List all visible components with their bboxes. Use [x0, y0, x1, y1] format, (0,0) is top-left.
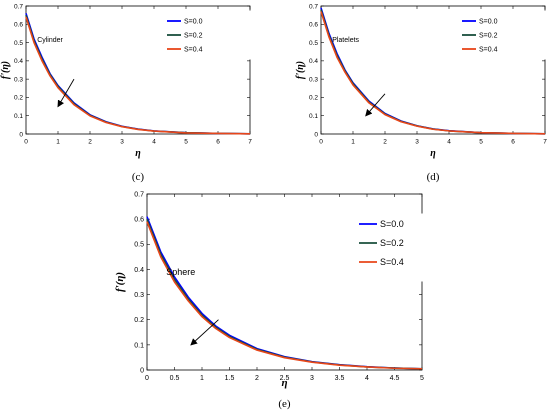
y-tick-label: 0.7 — [309, 3, 318, 10]
x-tick-label: 1 — [56, 139, 60, 146]
legend-label: S=0.4 — [380, 257, 404, 267]
x-tick-label: 4 — [365, 375, 369, 382]
x-tick-label: 5 — [184, 139, 188, 146]
y-tick-label: 0.6 — [14, 22, 23, 29]
y-tick-label: 0.5 — [14, 40, 23, 47]
y-tick-label: 0.4 — [134, 267, 144, 274]
x-tick-label: 1 — [351, 139, 355, 146]
x-tick-label: 1 — [200, 375, 204, 382]
x-tick-label: 0 — [145, 375, 149, 382]
trend-arrow — [57, 78, 75, 108]
y-tick-label: 0 — [140, 367, 144, 374]
y-tick-label: 0.4 — [14, 58, 23, 65]
x-tick-label: 5 — [479, 139, 483, 146]
x-tick-label: 0 — [24, 139, 28, 146]
x-tick-label: 6 — [216, 139, 220, 146]
y-tick-label: 0.6 — [134, 217, 144, 224]
x-tick-label: 2 — [383, 139, 387, 146]
y-tick-label: 0 — [19, 131, 23, 138]
trend-arrow — [365, 93, 386, 117]
chart-panel-c: 0 1 2 3 4 5 6 7 0 0.1 0.2 0.3 0.4 0.5 0.6 0.7 Cylinder S=… — [0, 3, 252, 183]
legend: S=0.0 S=0.2 S=0.4 — [354, 213, 423, 282]
y-tick-label: 0.2 — [14, 95, 23, 102]
x-tick-label: 6 — [511, 139, 515, 146]
y-axis-label: f'(η) — [0, 61, 11, 79]
y-tick-label: 0.2 — [309, 95, 318, 102]
x-tick-label: 4.5 — [390, 375, 400, 382]
legend-label: S=0.4 — [184, 46, 203, 53]
x-tick-label: 0 — [319, 139, 323, 146]
y-axis-label: f'(η) — [114, 272, 126, 292]
x-tick-label: 0.5 — [170, 375, 180, 382]
trend-arrow — [190, 319, 219, 346]
chart-panel-d: 0 1 2 3 4 5 6 7 0 0.1 0.2 0.3 0.4 0.5 0.6 0.7 Platelets S… — [295, 3, 547, 183]
panel-caption: (e) — [278, 398, 291, 410]
x-tick-label: 2 — [88, 139, 92, 146]
x-tick-label: 3 — [415, 139, 419, 146]
shape-annotation: Sphere — [166, 267, 195, 277]
shape-annotation: Cylinder — [37, 37, 63, 44]
y-tick-label: 0.1 — [309, 113, 318, 120]
legend-label: S=0.2 — [479, 32, 498, 39]
y-tick-label: 0.2 — [134, 317, 144, 324]
y-tick-label: 0.1 — [134, 342, 144, 349]
panel-caption: (c) — [132, 171, 145, 183]
y-tick-label: 0.5 — [309, 40, 318, 47]
x-axis-label: η — [135, 148, 141, 159]
series-line-3 — [320, 11, 546, 135]
y-tick-label: 0 — [314, 131, 318, 138]
legend-label: S=0.0 — [184, 18, 203, 25]
chart-panel-e: 0 0.5 1 1.5 2 2.5 3 3.5 4 4.5 5 0 0.1 0.2 0.3 0.4 0.5 0.6… — [114, 191, 424, 410]
panel-caption: (d) — [427, 171, 440, 183]
legend-label: S=0.2 — [184, 32, 203, 39]
x-tick-label: 3 — [120, 139, 124, 146]
y-tick-label: 0.1 — [14, 113, 23, 120]
legend-box — [457, 10, 546, 60]
x-axis-label: η — [430, 148, 436, 159]
x-tick-label: 4 — [447, 139, 451, 146]
x-tick-label: 7 — [248, 139, 252, 146]
legend-label: S=0.2 — [380, 238, 404, 248]
y-tick-label: 0.3 — [134, 292, 144, 299]
y-tick-label: 0.4 — [309, 58, 318, 65]
x-tick-label: 7 — [543, 139, 547, 146]
x-tick-label: 5 — [420, 375, 424, 382]
y-axis-label: f'(η) — [295, 61, 306, 79]
y-tick-label: 0.3 — [309, 76, 318, 83]
x-tick-label: 4 — [152, 139, 156, 146]
x-axis-label: η — [281, 377, 287, 389]
x-tick-label: 2.5 — [280, 375, 290, 382]
x-tick-label: 3.5 — [335, 375, 345, 382]
y-tick-label: 0.7 — [134, 191, 144, 198]
y-tick-label: 0.6 — [309, 22, 318, 29]
y-tick-label: 0.3 — [14, 76, 23, 83]
series-line-3 — [146, 221, 423, 370]
legend-label: S=0.0 — [380, 219, 404, 229]
y-tick-label: 0.7 — [14, 3, 23, 10]
legend-label: S=0.0 — [479, 18, 498, 25]
x-tick-label: 2 — [255, 375, 259, 382]
legend: S=0.0 S=0.2 S=0.4 — [162, 10, 251, 60]
x-tick-label: 3 — [310, 375, 314, 382]
shape-annotation: Platelets — [332, 37, 359, 44]
series-line-3 — [25, 16, 251, 135]
y-tick-label: 0.5 — [134, 242, 144, 249]
legend-label: S=0.4 — [479, 46, 498, 53]
legend-box — [354, 213, 423, 282]
legend: S=0.0 S=0.2 S=0.4 — [457, 10, 546, 60]
x-tick-label: 1.5 — [225, 375, 235, 382]
